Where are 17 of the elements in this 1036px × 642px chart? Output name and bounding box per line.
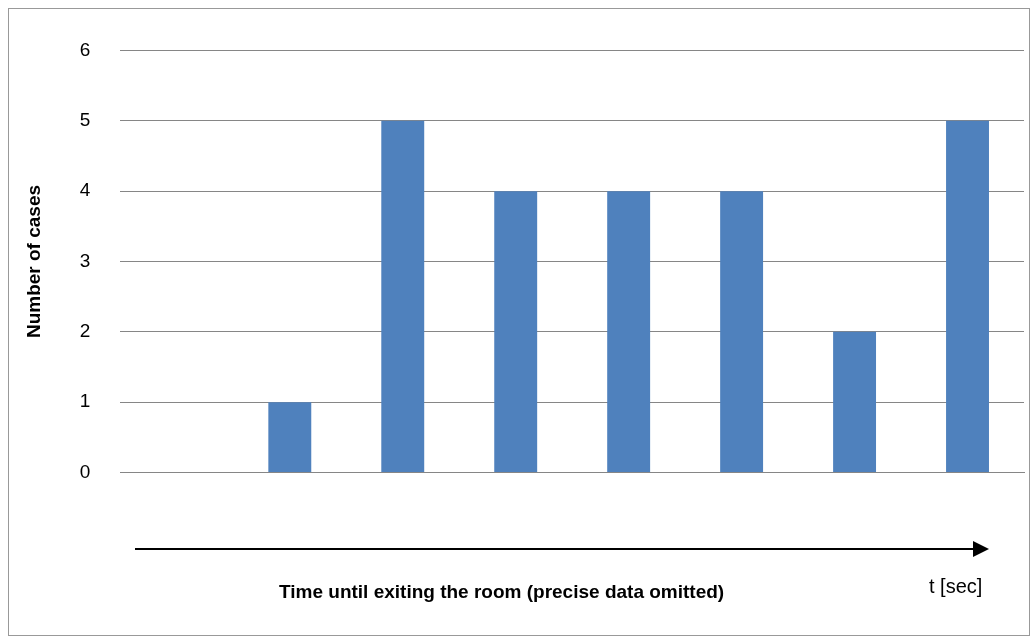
text: t [sec]: [929, 575, 983, 598]
y-tick-label: 0: [79, 460, 91, 482]
bar: [494, 191, 538, 473]
y-axis-title: Number of cases: [22, 184, 44, 339]
y-tick-label: 1: [79, 390, 91, 412]
y-tick-label: 6: [79, 38, 91, 60]
y-tick-label: 5: [79, 109, 91, 130]
text: Time until exiting the room (precise data omitted): [279, 581, 725, 603]
bar: [946, 120, 989, 473]
bar: [607, 191, 651, 473]
bar: [268, 402, 312, 473]
bar: [833, 331, 877, 473]
y-tick-label: 2: [79, 320, 91, 342]
y-tick-label: 3: [79, 249, 91, 271]
bar: [720, 191, 764, 473]
bar: [381, 120, 425, 473]
y-tick-label: 4: [79, 179, 91, 201]
